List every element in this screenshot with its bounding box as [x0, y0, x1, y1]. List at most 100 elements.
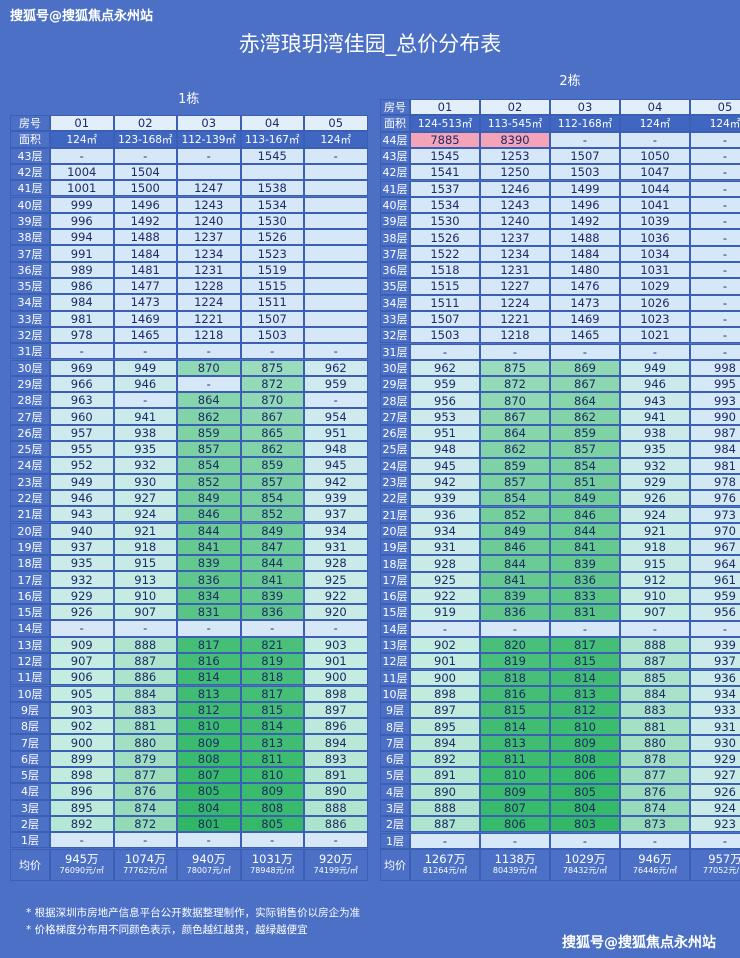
price-cell: 844	[177, 522, 241, 539]
price-cell: 849	[240, 522, 304, 539]
price-cell: 8390	[480, 131, 550, 148]
price-cell: 1522	[410, 245, 480, 262]
price-cell: 936	[410, 506, 480, 523]
floor-label: 9层	[380, 702, 410, 719]
floor-label: 30层	[380, 359, 410, 377]
price-cell: 894	[410, 734, 480, 751]
floor-label: 23层	[380, 473, 410, 491]
price-cell: 810	[240, 767, 304, 784]
price-cell: -	[240, 343, 304, 360]
average-unit-price: 78948元/㎡	[250, 865, 295, 875]
price-cell: 885	[620, 669, 690, 686]
price-cell: -	[690, 229, 740, 246]
average-total: 1029万	[564, 851, 606, 866]
price-cell: 906	[50, 669, 114, 686]
price-cell: 1250	[480, 164, 550, 181]
price-cell: 928	[304, 555, 368, 572]
price-cell: 937	[690, 653, 740, 670]
floor-label: 37层	[10, 245, 50, 262]
floor-label: 43层	[10, 147, 50, 164]
average-total: 957万	[708, 851, 740, 866]
unit-area: 123-168㎡	[113, 131, 177, 148]
floor-label: 26层	[380, 425, 410, 442]
floor-label: 4层	[380, 783, 410, 800]
price-cell: 811	[240, 750, 304, 767]
price-cell: 888	[113, 636, 177, 653]
price-cell: 815	[550, 653, 620, 670]
price-cell: 941	[113, 408, 177, 425]
average-cell: 945万 76090元/㎡	[50, 848, 114, 881]
unit-area: 124㎡	[620, 115, 690, 132]
price-cell: -	[550, 343, 620, 360]
floor-label: 13层	[380, 636, 410, 654]
price-cell: -	[690, 213, 740, 230]
floor-label: 11层	[380, 669, 410, 686]
price-cell: -	[240, 620, 304, 637]
price-cell: 888	[620, 636, 690, 654]
price-cell: 820	[480, 636, 550, 654]
price-cell: 926	[50, 604, 114, 621]
price-cell: 1234	[480, 245, 550, 262]
price-cell: 849	[177, 489, 241, 507]
price-cell: 817	[240, 685, 304, 702]
price-cell: 1001	[50, 180, 114, 197]
price-cell: 810	[550, 718, 620, 735]
price-cell: 927	[113, 489, 177, 507]
price-cell: 942	[410, 473, 480, 491]
unit-area: 112-139㎡	[177, 131, 241, 148]
price-cell: 939	[304, 489, 368, 507]
unit-area: 124-513㎡	[410, 115, 480, 132]
floor-label: 21层	[380, 506, 410, 523]
floor-label: 40层	[10, 196, 50, 213]
watermark: 搜狐号@搜狐焦点永州站	[562, 935, 716, 951]
price-cell: 928	[410, 555, 480, 572]
price-cell: 946	[113, 375, 177, 393]
price-cell	[304, 229, 368, 246]
price-cell: 996	[50, 212, 114, 230]
floor-label: 7层	[380, 734, 410, 751]
price-cell: 981	[50, 310, 114, 327]
price-cell: 981	[690, 457, 740, 474]
floor-label: 31层	[380, 343, 410, 360]
floor-label: 29层	[10, 375, 50, 393]
price-cell: 1029	[620, 278, 690, 295]
price-cell: 819	[240, 652, 304, 670]
price-cell: -	[480, 343, 550, 360]
price-cell: 1545	[240, 147, 304, 164]
price-cell: 976	[690, 490, 740, 507]
price-cell: -	[690, 262, 740, 279]
floor-label: 37层	[380, 245, 410, 262]
price-cell: 874	[113, 799, 177, 816]
floor-label: 6层	[380, 751, 410, 768]
price-cell: -	[690, 327, 740, 344]
price-cell: 880	[113, 734, 177, 751]
price-cell: 808	[177, 750, 241, 767]
price-cell: 898	[410, 685, 480, 703]
price-cell: 888	[410, 799, 480, 817]
floor-label: 36层	[380, 262, 410, 279]
price-cell: 1526	[410, 229, 480, 246]
row-label: 均价	[380, 848, 410, 881]
price-cell: 873	[620, 816, 690, 833]
floor-label: 14层	[10, 620, 50, 637]
price-cell: 1050	[620, 147, 690, 165]
floor-label: 39层	[380, 213, 410, 230]
price-cell: 841	[550, 539, 620, 556]
floor-label: 36层	[10, 261, 50, 278]
price-cell: 857	[177, 441, 241, 458]
row-label: 面积	[10, 131, 50, 148]
unit-number: 02	[113, 115, 177, 132]
price-cell: 1473	[550, 294, 620, 311]
price-cell: 929	[620, 473, 690, 491]
price-cell: 915	[113, 555, 177, 572]
floor-label: 6层	[10, 750, 50, 767]
price-cell: 967	[690, 539, 740, 556]
floor-label: 17层	[10, 571, 50, 588]
price-cell: 901	[410, 653, 480, 670]
unit-number: 05	[304, 115, 368, 132]
price-cell: 955	[50, 441, 114, 458]
price-cell: 946	[620, 376, 690, 393]
price-cell: 808	[550, 751, 620, 768]
price-cell: 846	[177, 506, 241, 523]
price-cell: 993	[690, 392, 740, 409]
